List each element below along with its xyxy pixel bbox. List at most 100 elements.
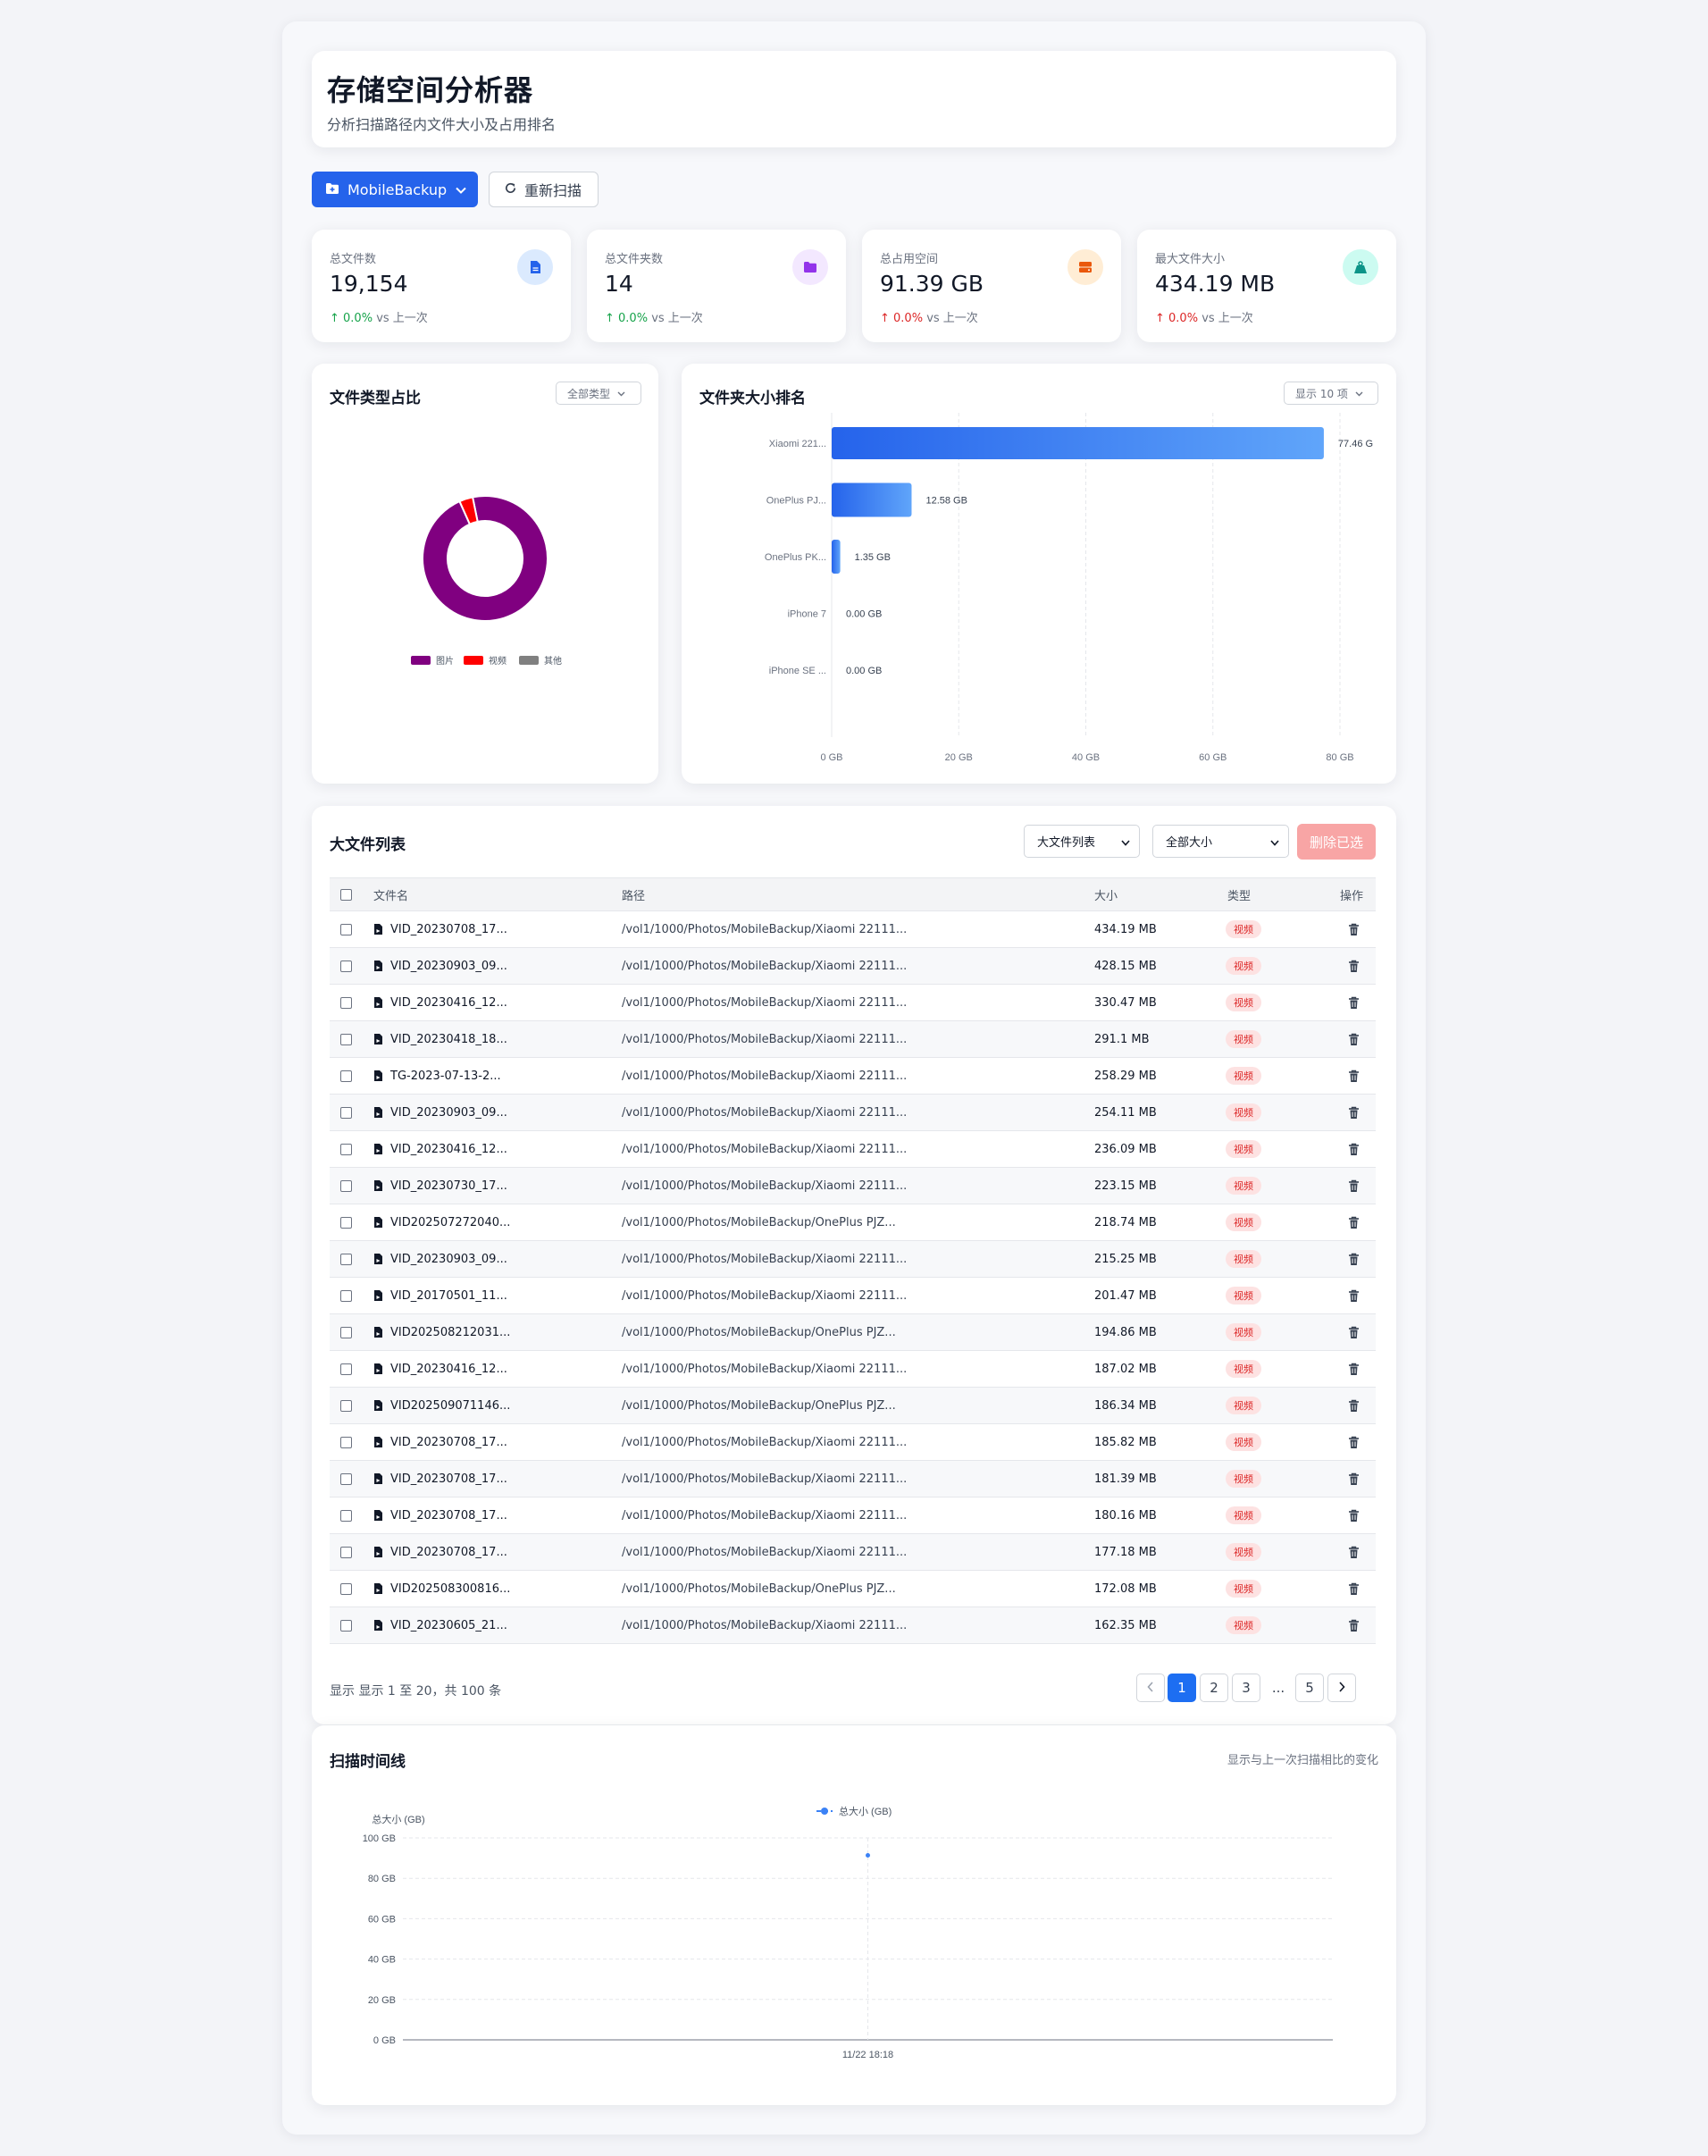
select-all-checkbox[interactable] <box>340 888 352 901</box>
trash-icon[interactable] <box>1348 1143 1360 1156</box>
table-row[interactable]: VID_20230416_12... /vol1/1000/Photos/Mobi… <box>330 1351 1376 1388</box>
list-type-select[interactable]: 大文件列表 <box>1024 825 1140 858</box>
trash-icon[interactable] <box>1348 1033 1360 1046</box>
chevron-down-icon <box>1121 836 1130 850</box>
row-checkbox[interactable] <box>340 1143 352 1155</box>
row-checkbox[interactable] <box>340 1619 352 1632</box>
file-name: VID_20230708_17... <box>390 1472 507 1486</box>
file-name: VID_20230708_17... <box>390 1435 507 1449</box>
file-icon <box>373 1399 383 1412</box>
table-row[interactable]: VID_20230418_18... /vol1/1000/Photos/Mobi… <box>330 1021 1376 1058</box>
row-checkbox[interactable] <box>340 923 352 935</box>
page-button-2[interactable]: 2 <box>1200 1674 1228 1702</box>
page-subtitle: 分析扫描路径内文件大小及占用排名 <box>327 116 557 133</box>
row-checkbox[interactable] <box>340 960 352 972</box>
trash-icon[interactable] <box>1348 996 1360 1010</box>
table-row[interactable]: VID_20230903_09... /vol1/1000/Photos/Mobi… <box>330 1095 1376 1131</box>
legend-marker <box>821 1808 828 1815</box>
x-tick-label: 80 GB <box>1326 752 1353 763</box>
table-row[interactable]: VID_20230416_12... /vol1/1000/Photos/Mobi… <box>330 985 1376 1021</box>
size-filter-select[interactable]: 全部大小 <box>1152 825 1289 858</box>
pie-card-title: 文件类型占比 <box>330 390 421 407</box>
table-row[interactable]: VID_20230416_12... /vol1/1000/Photos/Mobi… <box>330 1131 1376 1168</box>
table-row[interactable]: VID_20230708_17... /vol1/1000/Photos/Mobi… <box>330 1497 1376 1534</box>
trash-icon[interactable] <box>1348 1546 1360 1559</box>
file-path: /vol1/1000/Photos/MobileBackup/Xiaomi 22… <box>622 1288 908 1303</box>
table-row[interactable]: VID202509071146... /vol1/1000/Photos/Mobi… <box>330 1388 1376 1424</box>
rescan-button[interactable]: 重新扫描 <box>489 172 599 207</box>
next-page-button[interactable] <box>1327 1674 1356 1702</box>
row-checkbox[interactable] <box>340 1582 352 1595</box>
chevron-down-icon <box>1355 387 1363 399</box>
table-row[interactable]: VID202508212031... /vol1/1000/Photos/Mobi… <box>330 1314 1376 1351</box>
row-checkbox[interactable] <box>340 1033 352 1045</box>
row-checkbox[interactable] <box>340 1289 352 1302</box>
file-type-badge: 视频 <box>1226 1140 1261 1158</box>
file-size: 330.47 MB <box>1094 995 1157 1010</box>
file-type-badge: 视频 <box>1226 1470 1261 1488</box>
row-checkbox[interactable] <box>340 1436 352 1448</box>
row-checkbox[interactable] <box>340 1399 352 1412</box>
table-row[interactable]: VID202508300816... /vol1/1000/Photos/Mobi… <box>330 1571 1376 1607</box>
row-checkbox[interactable] <box>340 1179 352 1192</box>
trash-icon[interactable] <box>1348 1472 1360 1486</box>
refresh-icon <box>504 181 517 198</box>
trash-icon[interactable] <box>1348 1289 1360 1303</box>
table-row[interactable]: VID_20230903_09... /vol1/1000/Photos/Mobi… <box>330 948 1376 985</box>
row-checkbox[interactable] <box>340 996 352 1009</box>
table-row[interactable]: VID_20230708_17... /vol1/1000/Photos/Mobi… <box>330 1424 1376 1461</box>
trash-icon[interactable] <box>1348 1436 1360 1449</box>
folder-select-button[interactable]: MobileBackup <box>312 172 478 207</box>
trash-icon[interactable] <box>1348 1326 1360 1339</box>
delete-selected-button[interactable]: 删除已选 <box>1297 824 1376 860</box>
trash-icon[interactable] <box>1348 1399 1360 1413</box>
file-type-filter-select[interactable]: 全部类型 <box>556 382 641 405</box>
table-row[interactable]: VID_20230708_17... /vol1/1000/Photos/Mobi… <box>330 1461 1376 1497</box>
trash-icon[interactable] <box>1348 1582 1360 1596</box>
trash-icon[interactable] <box>1348 1179 1360 1193</box>
trash-icon[interactable] <box>1348 1070 1360 1083</box>
trash-icon[interactable] <box>1348 1363 1360 1376</box>
file-icon <box>373 1216 383 1229</box>
table-row[interactable]: VID_20230730_17... /vol1/1000/Photos/Mobi… <box>330 1168 1376 1204</box>
file-path: /vol1/1000/Photos/MobileBackup/Xiaomi 22… <box>622 959 908 973</box>
trash-icon[interactable] <box>1348 1509 1360 1523</box>
row-checkbox[interactable] <box>340 1509 352 1522</box>
table-row[interactable]: VID202507272040... /vol1/1000/Photos/Mobi… <box>330 1204 1376 1241</box>
page-button-1[interactable]: 1 <box>1168 1674 1196 1702</box>
table-row[interactable]: VID_20230903_09... /vol1/1000/Photos/Mobi… <box>330 1241 1376 1278</box>
table-row[interactable]: TG-2023-07-13-2... /vol1/1000/Photos/Mobi… <box>330 1058 1376 1095</box>
row-checkbox[interactable] <box>340 1070 352 1082</box>
row-checkbox[interactable] <box>340 1546 352 1558</box>
x-tick-label: 11/22 18:18 <box>842 2050 893 2060</box>
chevron-down-icon <box>455 181 467 198</box>
trash-icon[interactable] <box>1348 1619 1360 1632</box>
row-checkbox[interactable] <box>340 1106 352 1119</box>
row-checkbox[interactable] <box>340 1363 352 1375</box>
trash-icon[interactable] <box>1348 923 1360 936</box>
trash-icon[interactable] <box>1348 1216 1360 1229</box>
row-checkbox[interactable] <box>340 1472 352 1485</box>
row-checkbox[interactable] <box>340 1253 352 1265</box>
bar-count-select[interactable]: 显示 10 项 <box>1284 382 1378 405</box>
bar-value-label: 12.58 GB <box>925 496 967 507</box>
file-name: VID_20230730_17... <box>390 1179 507 1193</box>
bar-value-label: 1.35 GB <box>855 552 891 563</box>
table-row[interactable]: VID_20230605_21... /vol1/1000/Photos/Mobi… <box>330 1607 1376 1644</box>
trash-icon[interactable] <box>1348 1106 1360 1120</box>
prev-page-button[interactable] <box>1136 1674 1165 1702</box>
table-row[interactable]: VID_20170501_11... /vol1/1000/Photos/Mobi… <box>330 1278 1376 1314</box>
rescan-label: 重新扫描 <box>524 182 582 199</box>
table-row[interactable]: VID_20230708_17... /vol1/1000/Photos/Mobi… <box>330 911 1376 948</box>
file-size: 201.47 MB <box>1094 1288 1157 1303</box>
file-type-badge: 视频 <box>1226 1616 1261 1634</box>
row-checkbox[interactable] <box>340 1216 352 1229</box>
table-row[interactable]: VID_20230708_17... /vol1/1000/Photos/Mobi… <box>330 1534 1376 1571</box>
page-button-3[interactable]: 3 <box>1232 1674 1260 1702</box>
row-checkbox[interactable] <box>340 1326 352 1338</box>
trash-icon[interactable] <box>1348 1253 1360 1266</box>
trash-icon[interactable] <box>1348 960 1360 973</box>
page-button-5[interactable]: 5 <box>1295 1674 1324 1702</box>
file-type-badge: 视频 <box>1226 920 1261 938</box>
file-path: /vol1/1000/Photos/MobileBackup/Xiaomi 22… <box>622 1435 908 1449</box>
